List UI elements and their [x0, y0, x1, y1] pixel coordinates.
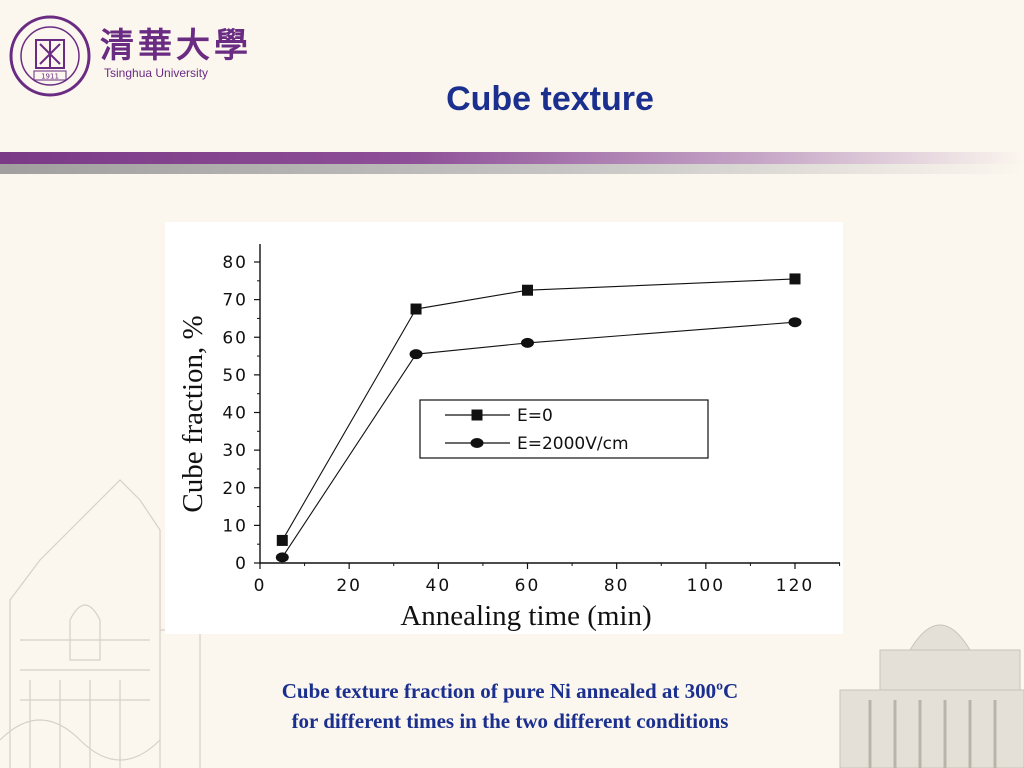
y-tick-label: 80 [222, 253, 248, 273]
data-point-series-2 [521, 337, 534, 348]
caption-line-2: for different times in the two different… [291, 709, 729, 733]
x-tick-label: 40 [426, 576, 452, 596]
data-point-series-1 [522, 284, 533, 296]
x-axis-label: Annealing time (min) [400, 600, 651, 632]
legend-marker-2 [470, 438, 484, 448]
y-tick-label: 60 [222, 328, 248, 348]
university-name-english: Tsinghua University [104, 66, 209, 80]
title-divider-shadow [0, 164, 1024, 174]
chart-panel: 0 10 20 30 40 50 60 70 80 0 20 40 60 80 100 120 Annealin… [165, 222, 843, 634]
y-tick-label: 10 [222, 516, 248, 536]
series-line-1 [281, 278, 796, 541]
caption-line-1: Cube texture fraction of pure Ni anneale… [281, 679, 739, 703]
data-point-series-1 [410, 303, 422, 315]
x-tick-label: 0 [254, 576, 267, 596]
seal-year: 1911 [41, 73, 59, 81]
x-tick-label: 20 [336, 576, 362, 596]
y-tick-label: 70 [222, 291, 248, 311]
legend-label-2: E=2000V/cm [517, 434, 629, 454]
university-name-chinese: 清華大學 [100, 26, 252, 66]
y-tick-label: 40 [222, 404, 248, 424]
university-seal-logo: 1911 [9, 15, 91, 97]
building-sketch-left [0, 479, 201, 768]
x-tick-label: 120 [776, 576, 814, 596]
legend-label-1: E=0 [517, 406, 553, 426]
x-tick-label: 80 [604, 576, 630, 596]
x-tick-label: 100 [687, 576, 725, 596]
x-tick-label: 60 [515, 576, 541, 596]
legend-marker-1 [471, 409, 483, 421]
y-tick-label: 20 [222, 479, 248, 499]
y-tick-label: 0 [235, 554, 248, 574]
building-sketch-right [839, 624, 1024, 768]
legend-box [419, 399, 709, 459]
data-point-series-2 [788, 317, 802, 328]
series-line-2 [281, 321, 796, 558]
data-point-series-1 [789, 273, 801, 285]
slide-title: Cube texture [446, 80, 654, 118]
figure-caption: Cube texture fraction of pure Ni anneale… [160, 676, 860, 736]
title-divider-bar [0, 152, 1024, 164]
data-point-series-1 [276, 534, 288, 546]
y-axis-label: Cube fraction, % [177, 315, 209, 512]
data-point-series-2 [275, 552, 289, 563]
y-tick-label: 30 [222, 441, 248, 461]
cube-fraction-chart: 0 10 20 30 40 50 60 70 80 0 20 40 60 80 100 120 Annealin… [177, 244, 841, 632]
y-tick-label: 50 [222, 366, 248, 386]
data-point-series-2 [409, 349, 423, 360]
